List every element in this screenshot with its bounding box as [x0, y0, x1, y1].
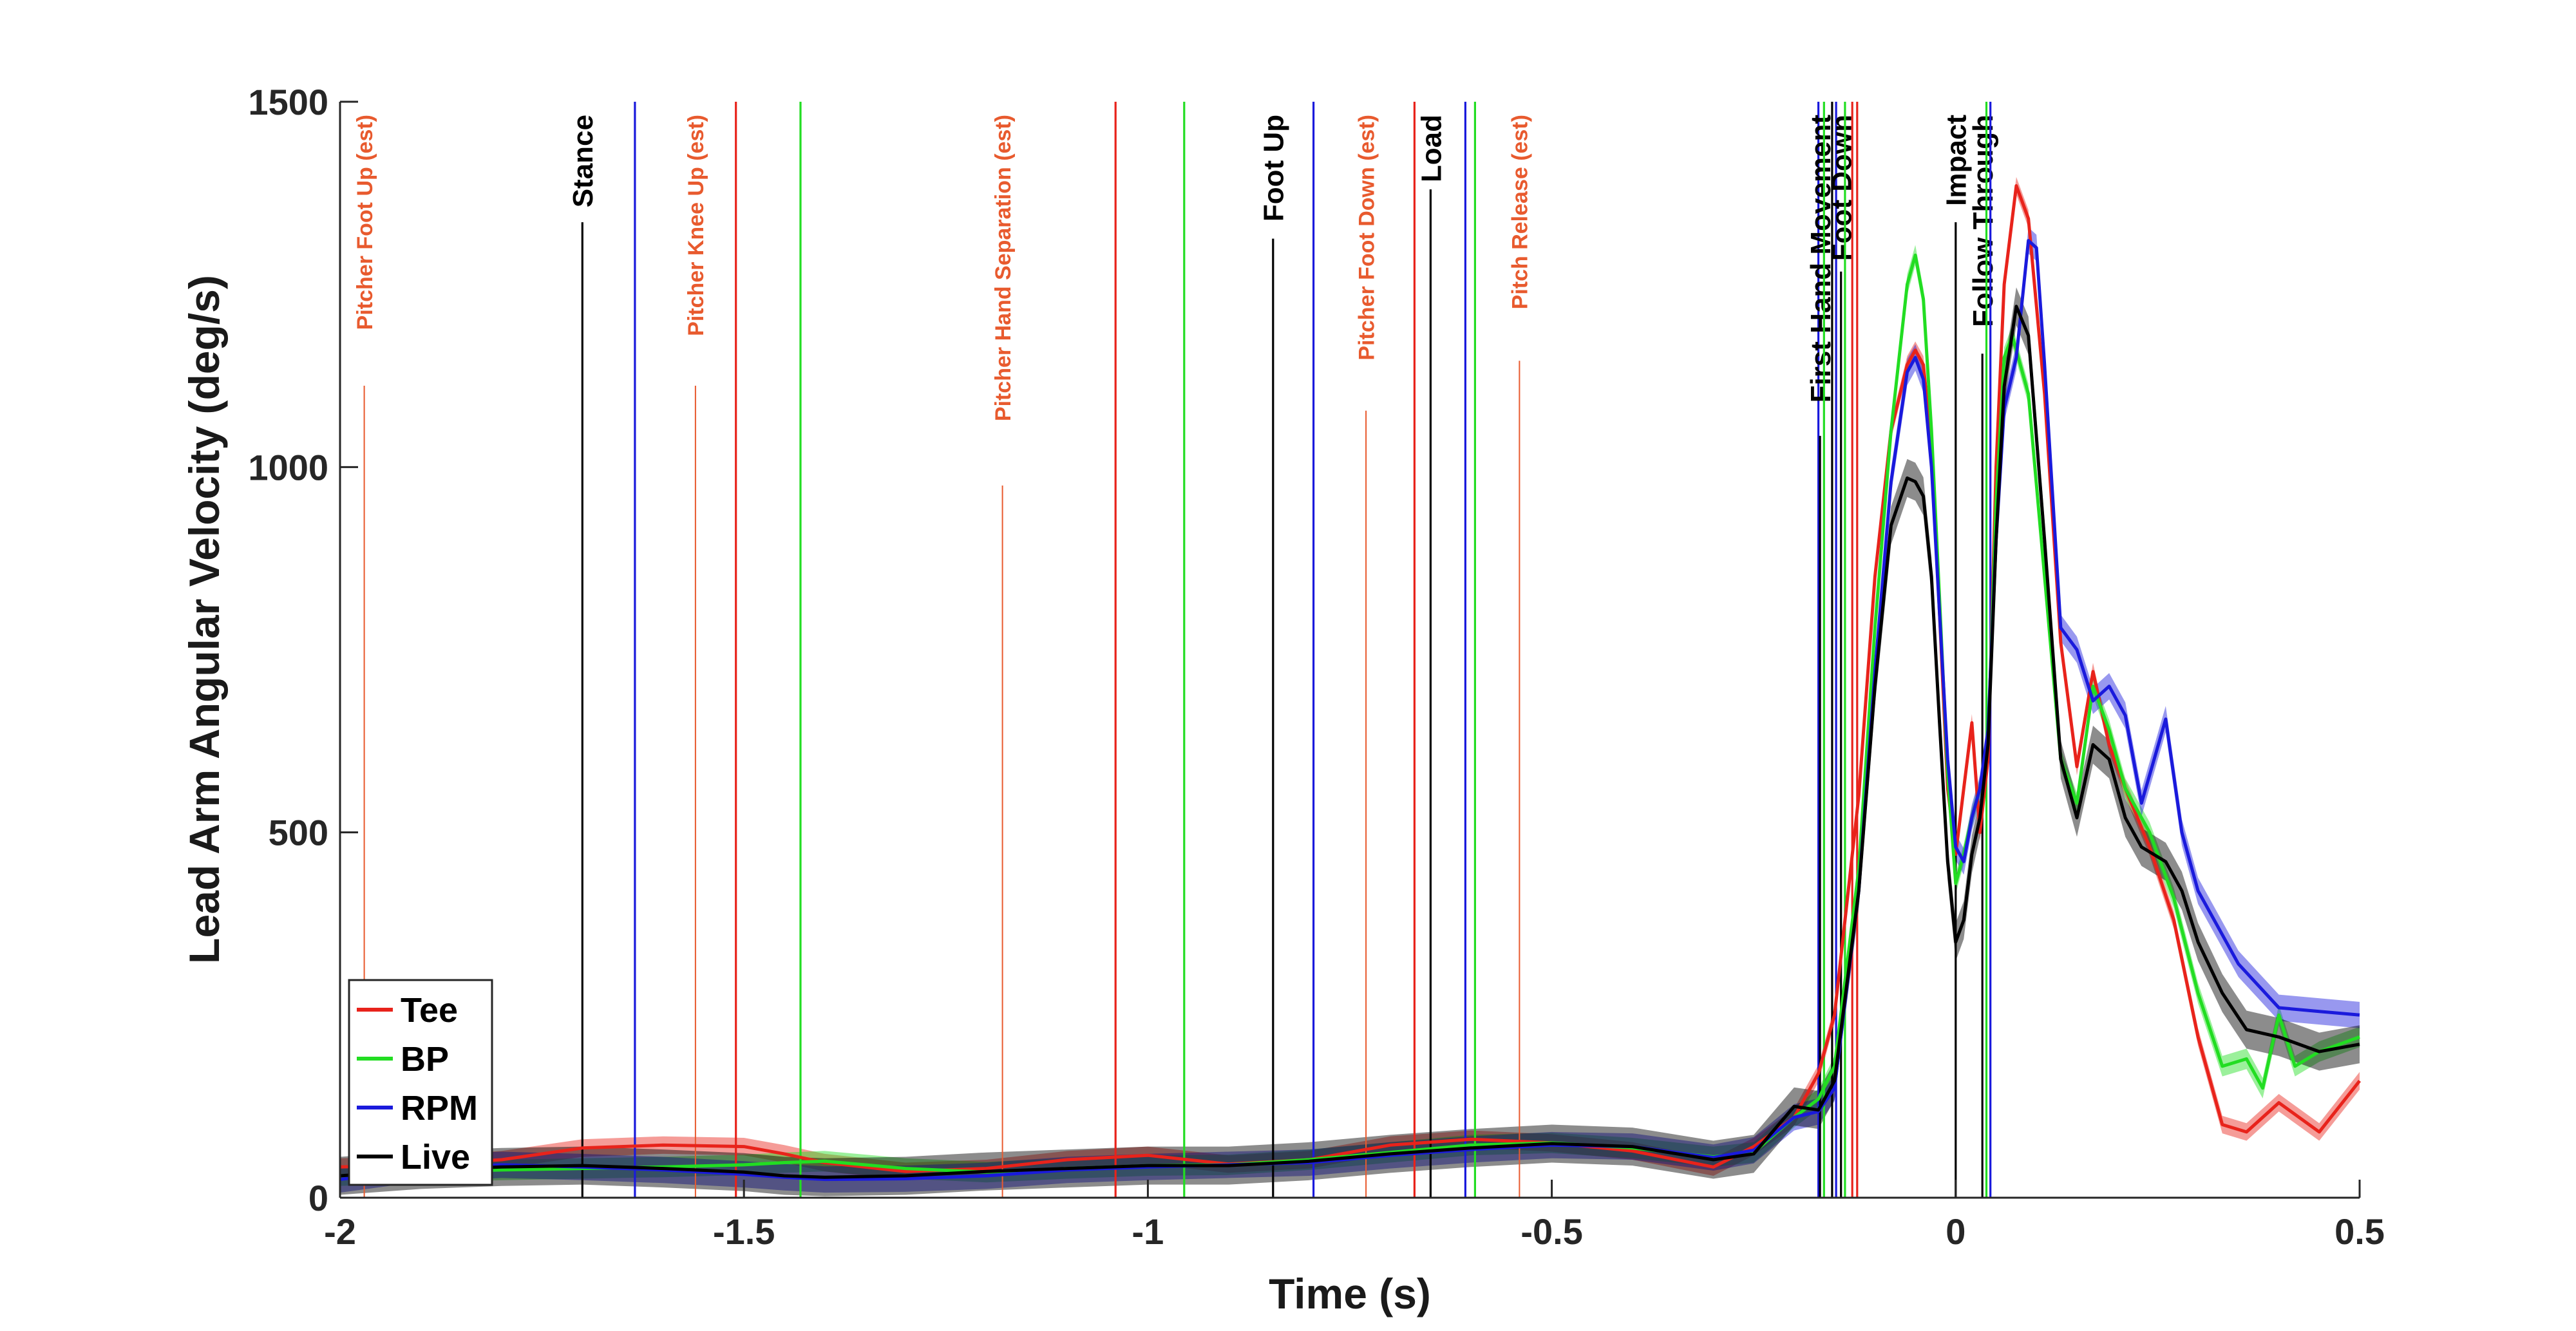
- event-label: Stance: [567, 115, 599, 207]
- event-label: Pitcher Hand Separation (est): [991, 115, 1016, 421]
- event-label: Foot Up: [1258, 115, 1290, 222]
- series-lines: [339, 184, 2361, 1182]
- legend: Tee BP RPM Live: [348, 979, 493, 1186]
- x-tick-label: 0.5: [2334, 1211, 2385, 1252]
- y-tick-label: 1000: [248, 447, 328, 487]
- tick-labels: -2 -1.5 -1 -0.5 0 0.5 0 500 1000 1500: [248, 82, 2385, 1252]
- axes: [339, 100, 2361, 1199]
- legend-box: [348, 979, 493, 1186]
- x-tick-label: -0.5: [1520, 1211, 1583, 1252]
- x-tick-label: 0: [1946, 1211, 1965, 1252]
- event-label: Pitcher Foot Down (est): [1354, 115, 1379, 361]
- legend-label: Live: [401, 1138, 470, 1176]
- legend-label: Tee: [401, 991, 458, 1030]
- series-line-live: [339, 305, 2360, 1179]
- x-axis-label: Time (s): [1269, 1270, 1431, 1317]
- event-label: Impact: [1941, 115, 1973, 206]
- series-line-rpm: [339, 239, 2360, 1182]
- event-label: Pitch Release (est): [1508, 115, 1533, 309]
- event-label: Follow Through: [1967, 115, 1999, 327]
- x-tick-label: -2: [324, 1211, 356, 1252]
- event-label: Pitcher Foot Up (est): [353, 115, 377, 330]
- event-label: Pitcher Knee Up (est): [684, 115, 708, 336]
- event-label: Load: [1416, 115, 1447, 182]
- event-lines: Pitcher Foot Up (est) Stance Pitcher Knee …: [353, 102, 1999, 1198]
- y-axis-label: Lead Arm Angular Velocity (deg/s): [180, 275, 228, 964]
- x-tick-label: -1.5: [713, 1211, 775, 1252]
- legend-label: BP: [401, 1040, 449, 1079]
- x-tick-label: -1: [1132, 1211, 1164, 1252]
- y-tick-label: 0: [308, 1178, 328, 1218]
- legend-label: RPM: [401, 1089, 478, 1128]
- series-line-tee: [339, 184, 2361, 1173]
- y-tick-label: 1500: [248, 82, 328, 122]
- y-tick-label: 500: [269, 813, 328, 853]
